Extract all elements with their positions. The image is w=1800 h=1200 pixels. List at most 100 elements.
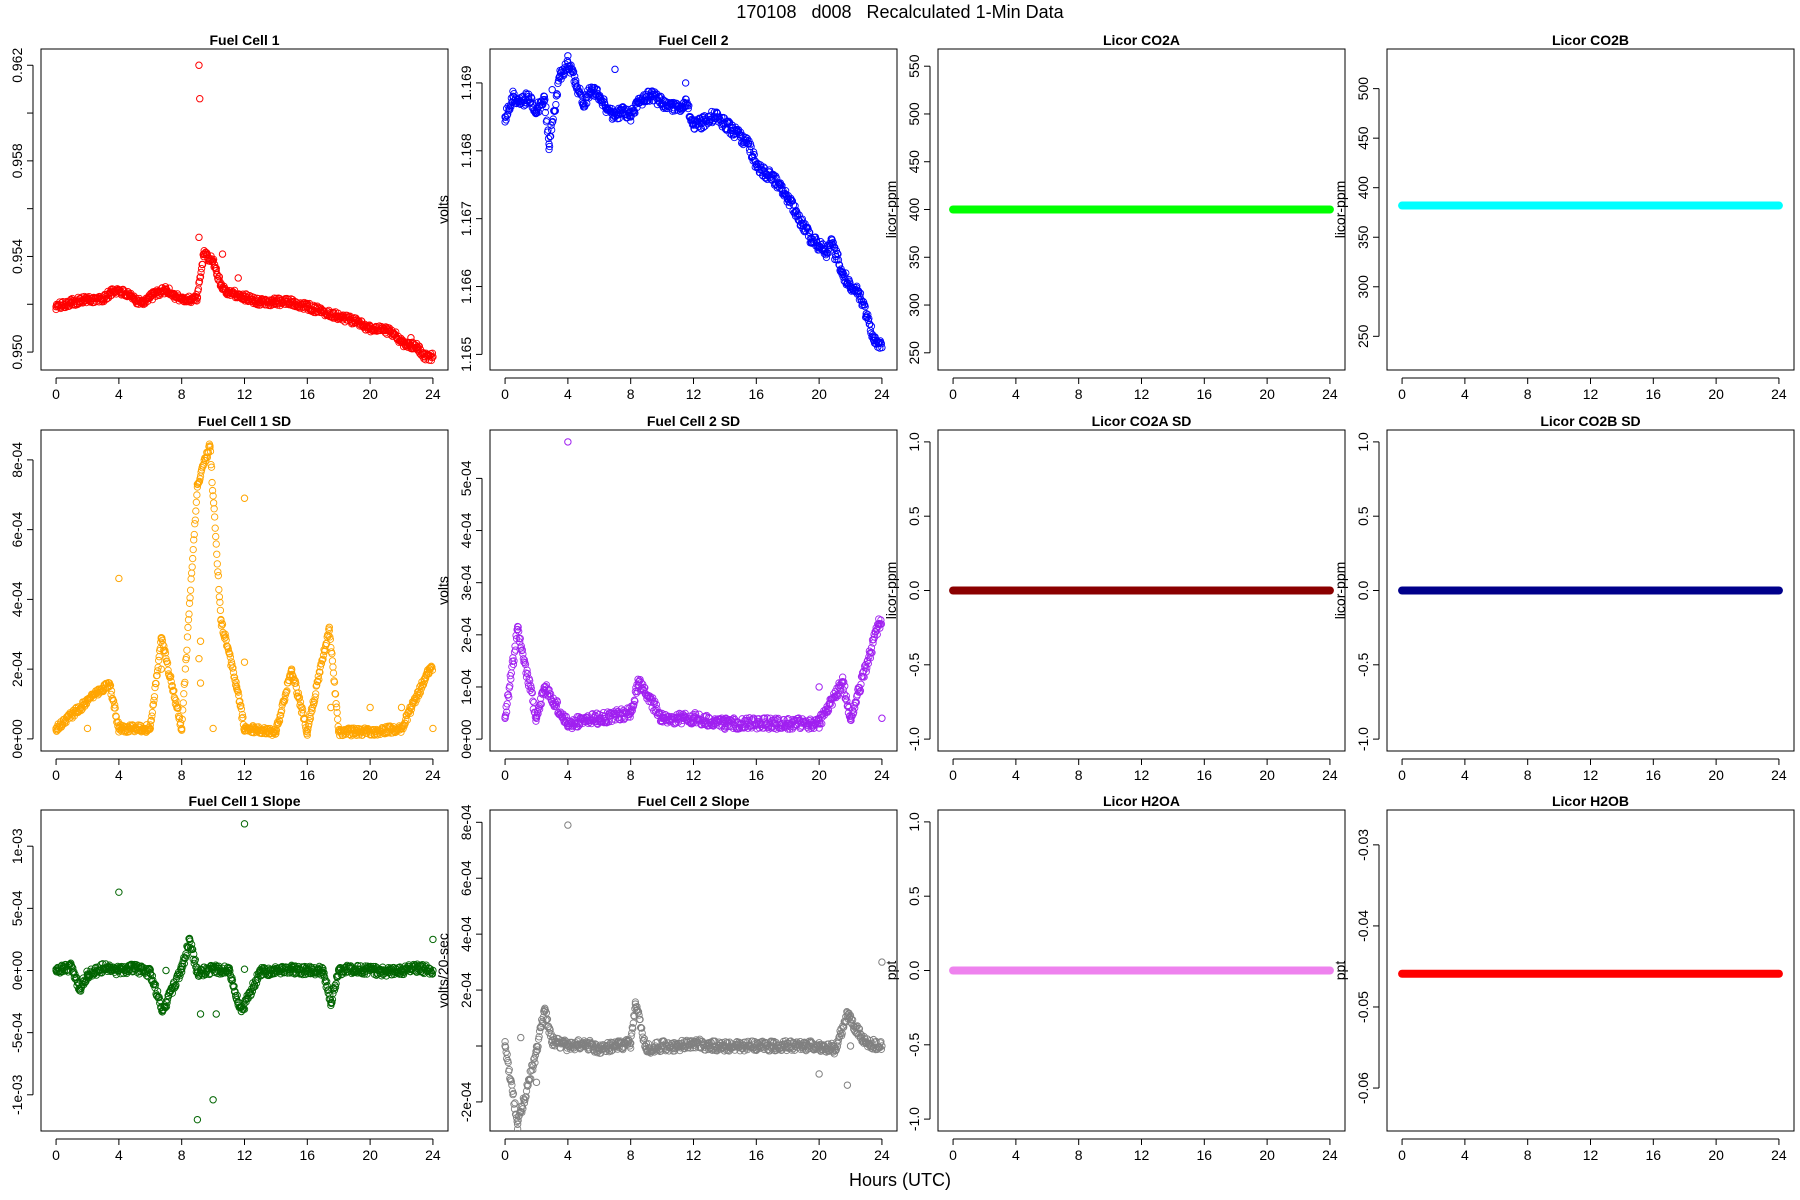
- data-point: [685, 102, 693, 110]
- data-point: [411, 341, 419, 349]
- data-point: [856, 292, 864, 300]
- data-point: [72, 973, 81, 982]
- data-point: [163, 995, 172, 1004]
- data-point: [873, 630, 881, 639]
- data-point: [549, 118, 557, 126]
- data-point: [160, 647, 169, 655]
- x-tick-label: 24: [1322, 767, 1338, 783]
- y-tick-label: 0.5: [1355, 506, 1371, 526]
- data-point: [846, 1042, 855, 1050]
- data-point: [290, 675, 298, 683]
- x-tick-label: 16: [300, 767, 316, 783]
- data-point: [867, 322, 876, 330]
- data-point: [746, 148, 754, 156]
- data-point: [326, 635, 334, 644]
- data-point: [553, 91, 562, 99]
- x-tick-label: 24: [874, 1147, 890, 1163]
- panel-title: Fuel Cell 2 Slope: [637, 793, 749, 809]
- data-point: [276, 711, 285, 720]
- x-tick-label: 4: [1012, 1147, 1020, 1163]
- data-point: [212, 532, 220, 541]
- data-point: [183, 646, 191, 654]
- data-point: [406, 709, 415, 717]
- data-point: [535, 705, 544, 713]
- data-point: [855, 288, 863, 296]
- data-point: [305, 720, 313, 728]
- data-point: [193, 491, 201, 499]
- data-point: [415, 342, 423, 350]
- x-tick-label: 16: [300, 1147, 316, 1163]
- data-point: [529, 1066, 537, 1074]
- data-point: [64, 961, 73, 970]
- data-point: [797, 216, 805, 224]
- data-point: [546, 690, 555, 698]
- x-tick-label: 0: [1398, 386, 1406, 402]
- data-point: [868, 649, 876, 657]
- x-tick-label: 4: [1461, 767, 1469, 783]
- data-point: [209, 1096, 217, 1104]
- data-point: [329, 989, 337, 998]
- y-tick-label: 2e-04: [458, 972, 474, 1008]
- x-tick-label: 4: [1012, 386, 1020, 402]
- data-point: [152, 679, 160, 688]
- data-point: [167, 672, 175, 681]
- data-point: [151, 981, 160, 989]
- x-tick-label: 0: [52, 1147, 60, 1163]
- data-point: [842, 692, 850, 700]
- data-point: [358, 731, 366, 739]
- data-point: [162, 966, 170, 975]
- data-point: [150, 693, 159, 701]
- data-point: [524, 682, 533, 690]
- data-point: [541, 108, 550, 117]
- data-point: [184, 623, 192, 632]
- data-point: [535, 702, 543, 710]
- data-point: [863, 313, 871, 321]
- data-point: [864, 310, 872, 319]
- data-point: [501, 711, 510, 719]
- data-point: [545, 145, 553, 154]
- data-point: [505, 693, 513, 701]
- data-point: [240, 965, 249, 973]
- data-point: [168, 682, 176, 690]
- data-point: [862, 668, 870, 676]
- data-point: [216, 598, 224, 606]
- data-point: [627, 117, 635, 125]
- data-point: [213, 560, 221, 568]
- data-point: [548, 118, 556, 126]
- panel-title: Fuel Cell 2 SD: [647, 413, 740, 429]
- y-tick-label: 250: [906, 341, 922, 365]
- x-axis-title: Hours (UTC): [849, 1170, 951, 1190]
- data-point: [192, 507, 200, 515]
- data-point: [845, 1009, 853, 1017]
- data-point: [842, 269, 850, 277]
- data-point: [179, 699, 187, 707]
- x-tick-label: 8: [1075, 1147, 1083, 1163]
- data-point: [428, 666, 437, 674]
- data-point: [142, 972, 151, 980]
- y-tick-label: 8e-04: [9, 442, 25, 478]
- data-point: [234, 274, 242, 282]
- data-point: [812, 236, 821, 244]
- data-point: [147, 716, 155, 724]
- data-point: [628, 1029, 636, 1037]
- data-point: [278, 706, 286, 715]
- data-point: [68, 714, 76, 722]
- data-point: [294, 689, 303, 697]
- y-tick-label: -1e-03: [9, 1074, 25, 1115]
- x-tick-label: 24: [425, 767, 441, 783]
- panel-title: Licor H2OB: [1552, 793, 1629, 809]
- data-point: [229, 668, 238, 677]
- data-point: [532, 717, 540, 725]
- data-point: [564, 821, 572, 829]
- panel-title: Fuel Cell 2: [658, 32, 728, 48]
- data-point: [163, 999, 171, 1007]
- data-point: [209, 499, 218, 507]
- data-point: [216, 606, 225, 615]
- data-point: [327, 703, 335, 712]
- y-tick-label: 1.0: [906, 432, 922, 452]
- data-point: [215, 273, 224, 281]
- data-point: [684, 101, 692, 109]
- data-point: [630, 700, 638, 709]
